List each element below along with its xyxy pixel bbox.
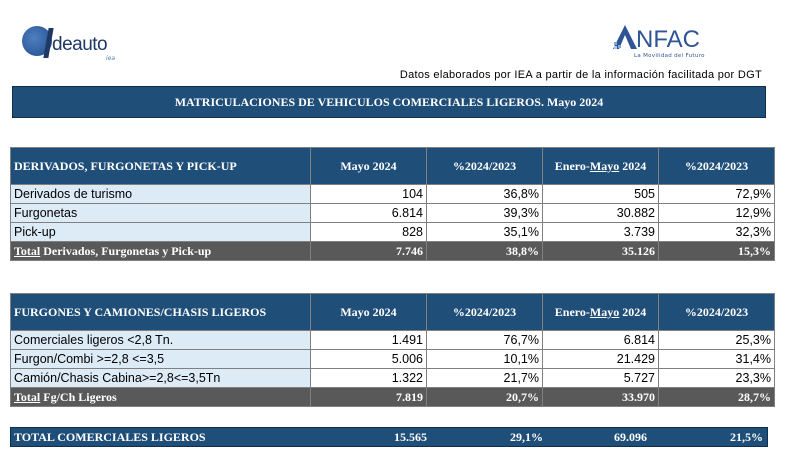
- cell-ytd: 30.882: [542, 203, 659, 223]
- total-pct-ytd: 15,3%: [658, 241, 775, 261]
- col-header-pct-ytd: %2024/2023: [658, 293, 775, 331]
- table-row: Derivados de turismo 104 36,8% 505 72,9%: [10, 184, 775, 204]
- cell-pct-ytd: 23,3%: [658, 368, 775, 388]
- cell-pct-ytd: 32,3%: [658, 222, 775, 242]
- cell-pct-month: 76,7%: [426, 330, 543, 350]
- grand-total-ytd: 69.096: [614, 430, 647, 444]
- table-row: Camión/Chasis Cabina>=2,8<=3,5Tn 1.322 2…: [10, 368, 775, 388]
- grand-total-bar: TOTAL COMERCIALES LIGEROS 15.565 29,1% 6…: [10, 427, 768, 447]
- total-row: Total Derivados, Furgonetas y Pick-up 7.…: [10, 241, 775, 261]
- col-header-month: Mayo 2024: [310, 147, 427, 185]
- table-row: Furgonetas 6.814 39,3% 30.882 12,9%: [10, 203, 775, 223]
- cell-ytd: 21.429: [542, 349, 659, 369]
- cell-month: 1.322: [310, 368, 427, 388]
- row-label: Comerciales ligeros <2,8 Tn.: [10, 330, 311, 350]
- anfac-tagline: La Movilidad del Futuro: [634, 53, 705, 59]
- total-pct-ytd: 28,7%: [658, 387, 775, 407]
- cell-month: 6.814: [310, 203, 427, 223]
- cell-pct-month: 21,7%: [426, 368, 543, 388]
- cell-pct-ytd: 31,4%: [658, 349, 775, 369]
- col-header-pct-month: %2024/2023: [426, 147, 543, 185]
- table-derivados: DERIVADOS, FURGONETAS Y PICK-UP Mayo 202…: [10, 147, 775, 261]
- cell-pct-month: 36,8%: [426, 184, 543, 204]
- cell-pct-month: 39,3%: [426, 203, 543, 223]
- col-header-ytd: Enero-Mayo 2024: [542, 293, 659, 331]
- col-header-pct-ytd: %2024/2023: [658, 147, 775, 185]
- row-label: Derivados de turismo: [10, 184, 311, 204]
- col-header-category: DERIVADOS, FURGONETAS Y PICK-UP: [10, 147, 311, 185]
- cell-pct-ytd: 12,9%: [658, 203, 775, 223]
- report-title: MATRICULACIONES DE VEHICULOS COMERCIALES…: [12, 86, 766, 118]
- source-note: Datos elaborados por IEA a partir de la …: [399, 69, 762, 81]
- total-month: 7.819: [310, 387, 427, 407]
- cell-month: 104: [310, 184, 427, 204]
- table-row: Furgon/Combi >=2,8 <=3,5 5.006 10,1% 21.…: [10, 349, 775, 369]
- grand-total-label: TOTAL COMERCIALES LIGEROS: [14, 430, 206, 444]
- table-furgones: FURGONES Y CAMIONES/CHASIS LIGEROS Mayo …: [10, 293, 775, 407]
- cell-pct-ytd: 25,3%: [658, 330, 775, 350]
- cell-ytd: 5.727: [542, 368, 659, 388]
- col-header-ytd: Enero-Mayo 2024: [542, 147, 659, 185]
- ideauto-sub: iea: [106, 55, 116, 62]
- total-ytd: 35.126: [542, 241, 659, 261]
- col-header-category: FURGONES Y CAMIONES/CHASIS LIGEROS: [10, 293, 311, 331]
- anfac-a-icon: [613, 25, 637, 49]
- cell-month: 1.491: [310, 330, 427, 350]
- total-pct-month: 38,8%: [426, 241, 543, 261]
- total-label: Total Fg/Ch Ligeros: [10, 387, 311, 407]
- row-label: Furgon/Combi >=2,8 <=3,5: [10, 349, 311, 369]
- cell-ytd: 3.739: [542, 222, 659, 242]
- ideauto-logo: deauto iea: [18, 26, 138, 62]
- grand-total-pct-ytd: 21,5%: [730, 430, 763, 444]
- table-row: Pick-up 828 35,1% 3.739 32,3%: [10, 222, 775, 242]
- ytd-year: 2024: [619, 304, 647, 319]
- grand-total-pct-month: 29,1%: [510, 430, 543, 444]
- table-row: Comerciales ligeros <2,8 Tn. 1.491 76,7%…: [10, 330, 775, 350]
- ytd-month: Mayo: [589, 158, 620, 173]
- cell-ytd: 505: [542, 184, 659, 204]
- row-label: Camión/Chasis Cabina>=2,8<=3,5Tn: [10, 368, 311, 388]
- total-label: Total Derivados, Furgonetas y Pick-up: [10, 241, 311, 261]
- cell-pct-month: 10,1%: [426, 349, 543, 369]
- total-word: Total: [14, 389, 41, 404]
- total-ytd: 33.970: [542, 387, 659, 407]
- table-header-row: DERIVADOS, FURGONETAS Y PICK-UP Mayo 202…: [10, 147, 775, 185]
- table-header-row: FURGONES Y CAMIONES/CHASIS LIGEROS Mayo …: [10, 293, 775, 331]
- total-rest: Derivados, Furgonetas y Pick-up: [40, 243, 212, 258]
- cell-month: 5.006: [310, 349, 427, 369]
- cell-ytd: 6.814: [542, 330, 659, 350]
- cell-pct-ytd: 72,9%: [658, 184, 775, 204]
- ytd-prefix: Enero-: [554, 304, 590, 319]
- cell-pct-month: 35,1%: [426, 222, 543, 242]
- total-pct-month: 20,7%: [426, 387, 543, 407]
- ideauto-wordmark: deauto: [52, 34, 108, 55]
- ytd-prefix: Enero-: [554, 158, 590, 173]
- total-row: Total Fg/Ch Ligeros 7.819 20,7% 33.970 2…: [10, 387, 775, 407]
- col-header-pct-month: %2024/2023: [426, 293, 543, 331]
- total-word: Total: [14, 243, 41, 258]
- row-label: Furgonetas: [10, 203, 311, 223]
- total-rest: Fg/Ch Ligeros: [40, 389, 117, 404]
- grand-total-month: 15.565: [394, 430, 427, 444]
- ytd-month: Mayo: [589, 304, 620, 319]
- anfac-logo: NFAC La Movilidad del Futuro: [610, 22, 730, 62]
- total-month: 7.746: [310, 241, 427, 261]
- anfac-wordmark: NFAC: [636, 26, 701, 53]
- col-header-month: Mayo 2024: [310, 293, 427, 331]
- row-label: Pick-up: [10, 222, 311, 242]
- ytd-year: 2024: [619, 158, 647, 173]
- cell-month: 828: [310, 222, 427, 242]
